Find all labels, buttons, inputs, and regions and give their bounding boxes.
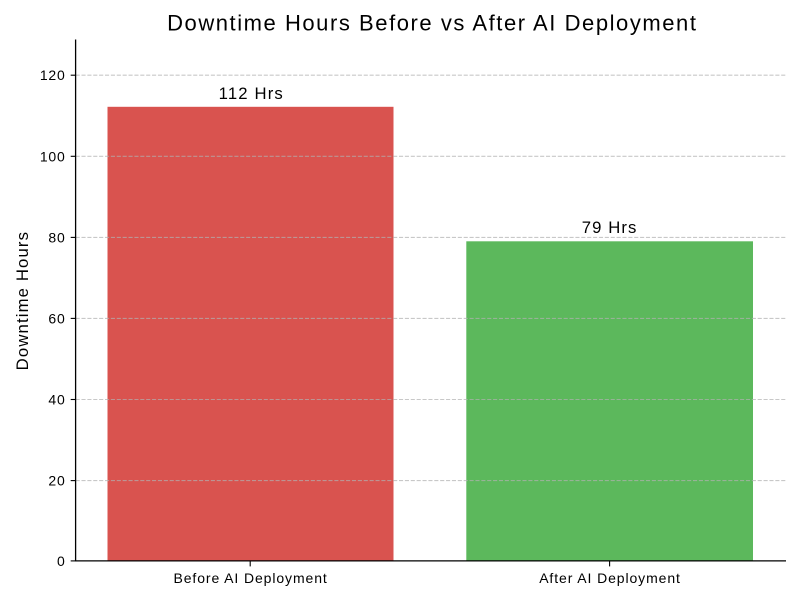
svg-text:40: 40 (48, 392, 65, 408)
svg-text:60: 60 (48, 310, 65, 326)
svg-text:0: 0 (57, 553, 66, 569)
svg-text:After AI Deployment: After AI Deployment (539, 570, 681, 586)
svg-text:Before AI Deployment: Before AI Deployment (174, 570, 328, 586)
svg-text:20: 20 (48, 473, 65, 489)
svg-text:100: 100 (40, 148, 66, 164)
svg-text:Downtime Hours Before vs After: Downtime Hours Before vs After AI Deploy… (167, 11, 697, 36)
svg-text:112 Hrs: 112 Hrs (219, 84, 284, 103)
svg-text:80: 80 (48, 229, 65, 245)
svg-text:120: 120 (40, 67, 66, 83)
svg-text:Downtime Hours: Downtime Hours (13, 231, 32, 370)
svg-text:79 Hrs: 79 Hrs (582, 218, 638, 237)
